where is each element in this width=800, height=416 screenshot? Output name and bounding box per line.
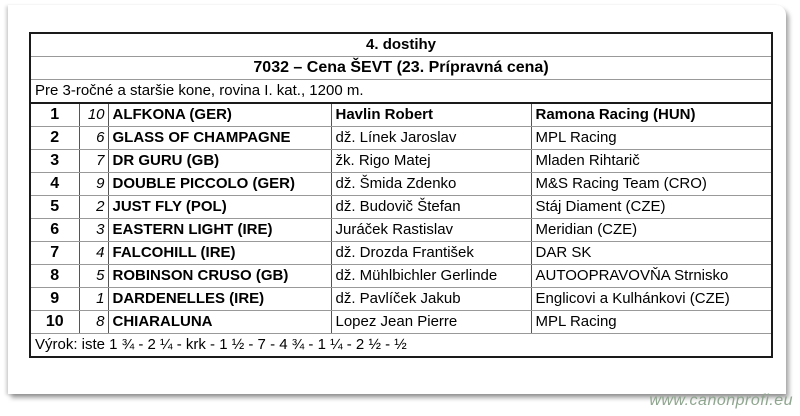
horse-name-cell: ALFKONA (GER) <box>107 103 331 127</box>
result-row: 9 1 DARDENELLES (IRE) dž. Pavlíček Jakub… <box>30 287 773 311</box>
jockey-cell: dž. Šmida Zdenko <box>330 172 531 196</box>
race-subtitle-row: 7032 – Cena ŠEVT (23. Prípravná cena) <box>30 56 773 80</box>
draw-number-cell: 5 <box>78 264 108 288</box>
race-conditions: Pre 3-ročné a staršie kone, rovina I. ka… <box>30 79 773 104</box>
owner-cell: Meridian (CZE) <box>530 218 773 242</box>
jockey-cell: dž. Drozda František <box>330 241 531 265</box>
verdict-text: Výrok: iste 1 ¾ - 2 ¼ - krk - 1 ½ - 7 - … <box>35 336 407 353</box>
draw-number-cell: 7 <box>78 149 108 173</box>
jockey-cell: Juráček Rastislav <box>330 218 531 242</box>
owner-cell: AUTOOPRAVOVŇA Strnisko <box>530 264 773 288</box>
verdict-row: Výrok: iste 1 ¾ - 2 ¼ - krk - 1 ½ - 7 - … <box>30 334 772 358</box>
jockey-cell: dž. Línek Jaroslav <box>330 126 531 150</box>
results-body: 1 10 ALFKONA (GER) Havlin Robert Ramona … <box>30 103 773 334</box>
position-cell: 8 <box>30 264 79 288</box>
position-cell: 9 <box>30 287 79 311</box>
result-row: 7 4 FALCOHILL (IRE) dž. Drozda František… <box>30 241 773 265</box>
result-row: 3 7 DR GURU (GB) žk. Rigo Matej Mladen R… <box>30 149 773 173</box>
result-row: 4 9 DOUBLE PICCOLO (GER) dž. Šmida Zdenk… <box>30 172 773 196</box>
result-row: 2 6 GLASS OF CHAMPAGNE dž. Línek Jarosla… <box>30 126 773 150</box>
position-cell: 3 <box>30 149 79 173</box>
race-number-title: 4. dostihy <box>30 33 773 57</box>
horse-name-cell: GLASS OF CHAMPAGNE <box>107 126 331 150</box>
owner-cell: M&S Racing Team (CRO) <box>530 172 773 196</box>
jockey-cell: Havlin Robert <box>330 103 531 127</box>
jockey-cell: dž. Mühlbichler Gerlinde <box>330 264 531 288</box>
result-row: 5 2 JUST FLY (POL) dž. Budovič Štefan St… <box>30 195 773 219</box>
draw-number-cell: 6 <box>78 126 108 150</box>
horse-name-cell: JUST FLY (POL) <box>107 195 331 219</box>
position-cell: 5 <box>30 195 79 219</box>
owner-cell: MPL Racing <box>530 126 773 150</box>
owner-cell: Englicovi a Kulhánkovi (CZE) <box>530 287 773 311</box>
result-row: 8 5 ROBINSON CRUSO (GB) dž. Mühlbichler … <box>30 264 773 288</box>
draw-number-cell: 2 <box>78 195 108 219</box>
position-cell: 10 <box>30 310 79 334</box>
owner-cell: MPL Racing <box>530 310 773 334</box>
horse-name-cell: EASTERN LIGHT (IRE) <box>107 218 331 242</box>
race-name-subtitle: 7032 – Cena ŠEVT (23. Prípravná cena) <box>30 56 773 80</box>
result-row: 6 3 EASTERN LIGHT (IRE) Juráček Rastisla… <box>30 218 773 242</box>
position-cell: 4 <box>30 172 79 196</box>
draw-number-cell: 4 <box>78 241 108 265</box>
position-cell: 7 <box>30 241 79 265</box>
jockey-cell: dž. Budovič Štefan <box>330 195 531 219</box>
horse-name-cell: DOUBLE PICCOLO (GER) <box>107 172 331 196</box>
position-cell: 2 <box>30 126 79 150</box>
position-cell: 6 <box>30 218 79 242</box>
race-conditions-row: Pre 3-ročné a staršie kone, rovina I. ka… <box>30 79 773 104</box>
owner-cell: DAR SK <box>530 241 773 265</box>
jockey-cell: dž. Pavlíček Jakub <box>330 287 531 311</box>
horse-name-cell: CHIARALUNA <box>107 310 331 334</box>
draw-number-cell: 3 <box>78 218 108 242</box>
watermark-url: www.canonprofi.eu <box>649 392 793 409</box>
race-results-table: 4. dostihy 7032 – Cena ŠEVT (23. Príprav… <box>29 32 774 358</box>
horse-name-cell: ROBINSON CRUSO (GB) <box>107 264 331 288</box>
horse-name-cell: DARDENELLES (IRE) <box>107 287 331 311</box>
owner-cell: Mladen Rihtarič <box>530 149 773 173</box>
owner-cell: Ramona Racing (HUN) <box>530 103 773 127</box>
result-row: 1 10 ALFKONA (GER) Havlin Robert Ramona … <box>30 103 773 127</box>
owner-cell: Stáj Diament (CZE) <box>530 195 773 219</box>
result-row: 10 8 CHIARALUNA Lopez Jean Pierre MPL Ra… <box>30 310 773 334</box>
scanned-page: 4. dostihy 7032 – Cena ŠEVT (23. Príprav… <box>8 5 786 394</box>
race-title-row: 4. dostihy <box>30 33 773 57</box>
draw-number-cell: 1 <box>78 287 108 311</box>
draw-number-cell: 8 <box>78 310 108 334</box>
jockey-cell: Lopez Jean Pierre <box>330 310 531 334</box>
horse-name-cell: FALCOHILL (IRE) <box>107 241 331 265</box>
jockey-cell: žk. Rigo Matej <box>330 149 531 173</box>
draw-number-cell: 10 <box>78 103 108 127</box>
position-cell: 1 <box>30 103 79 127</box>
draw-number-cell: 9 <box>78 172 108 196</box>
horse-name-cell: DR GURU (GB) <box>107 149 331 173</box>
